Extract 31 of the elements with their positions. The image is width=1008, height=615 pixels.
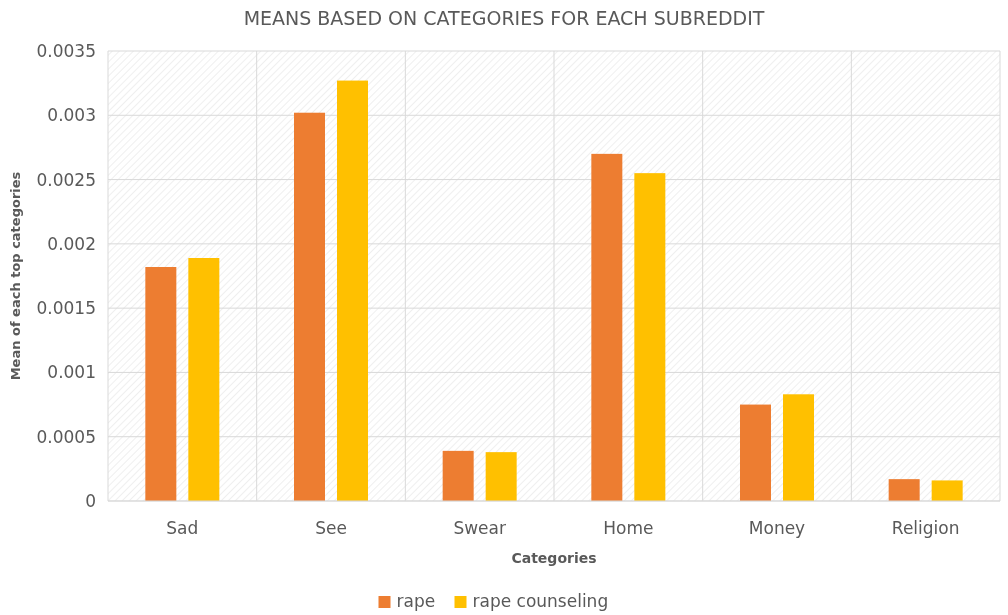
y-tick-label: 0 [85,490,96,511]
y-tick-label: 0.0025 [36,169,96,190]
x-tick-label: See [315,518,347,538]
bar [442,450,474,501]
bar [485,452,517,501]
x-tick-label: Home [603,518,654,538]
y-tick-label: 0.001 [47,362,96,383]
y-tick-label: 0.0005 [36,426,96,447]
bar [634,173,666,501]
chart-title: MEANS BASED ON CATEGORIES FOR EACH SUBREDDIT [243,7,765,29]
legend-label: rape [396,591,436,611]
x-axis-title: Categories [511,550,597,566]
y-tick-label: 0.003 [47,105,96,126]
y-tick-label: 0.0015 [36,298,96,319]
bar [294,112,325,501]
x-tick-label: Sad [166,518,199,538]
y-tick-label: 0.0035 [36,40,96,61]
bar [337,80,368,501]
y-axis-title: Mean of each top categories [8,171,23,381]
bar [888,479,920,501]
bar [931,480,963,501]
bar [783,394,814,501]
y-tick-label: 0.002 [47,233,96,254]
bar [188,258,220,501]
x-tick-label: Religion [891,518,960,538]
legend-label: rape counseling [472,591,609,611]
bar [591,153,623,501]
bar [740,404,771,501]
x-tick-label: Swear [453,518,506,538]
x-tick-label: Money [748,518,806,538]
bar [145,267,177,501]
